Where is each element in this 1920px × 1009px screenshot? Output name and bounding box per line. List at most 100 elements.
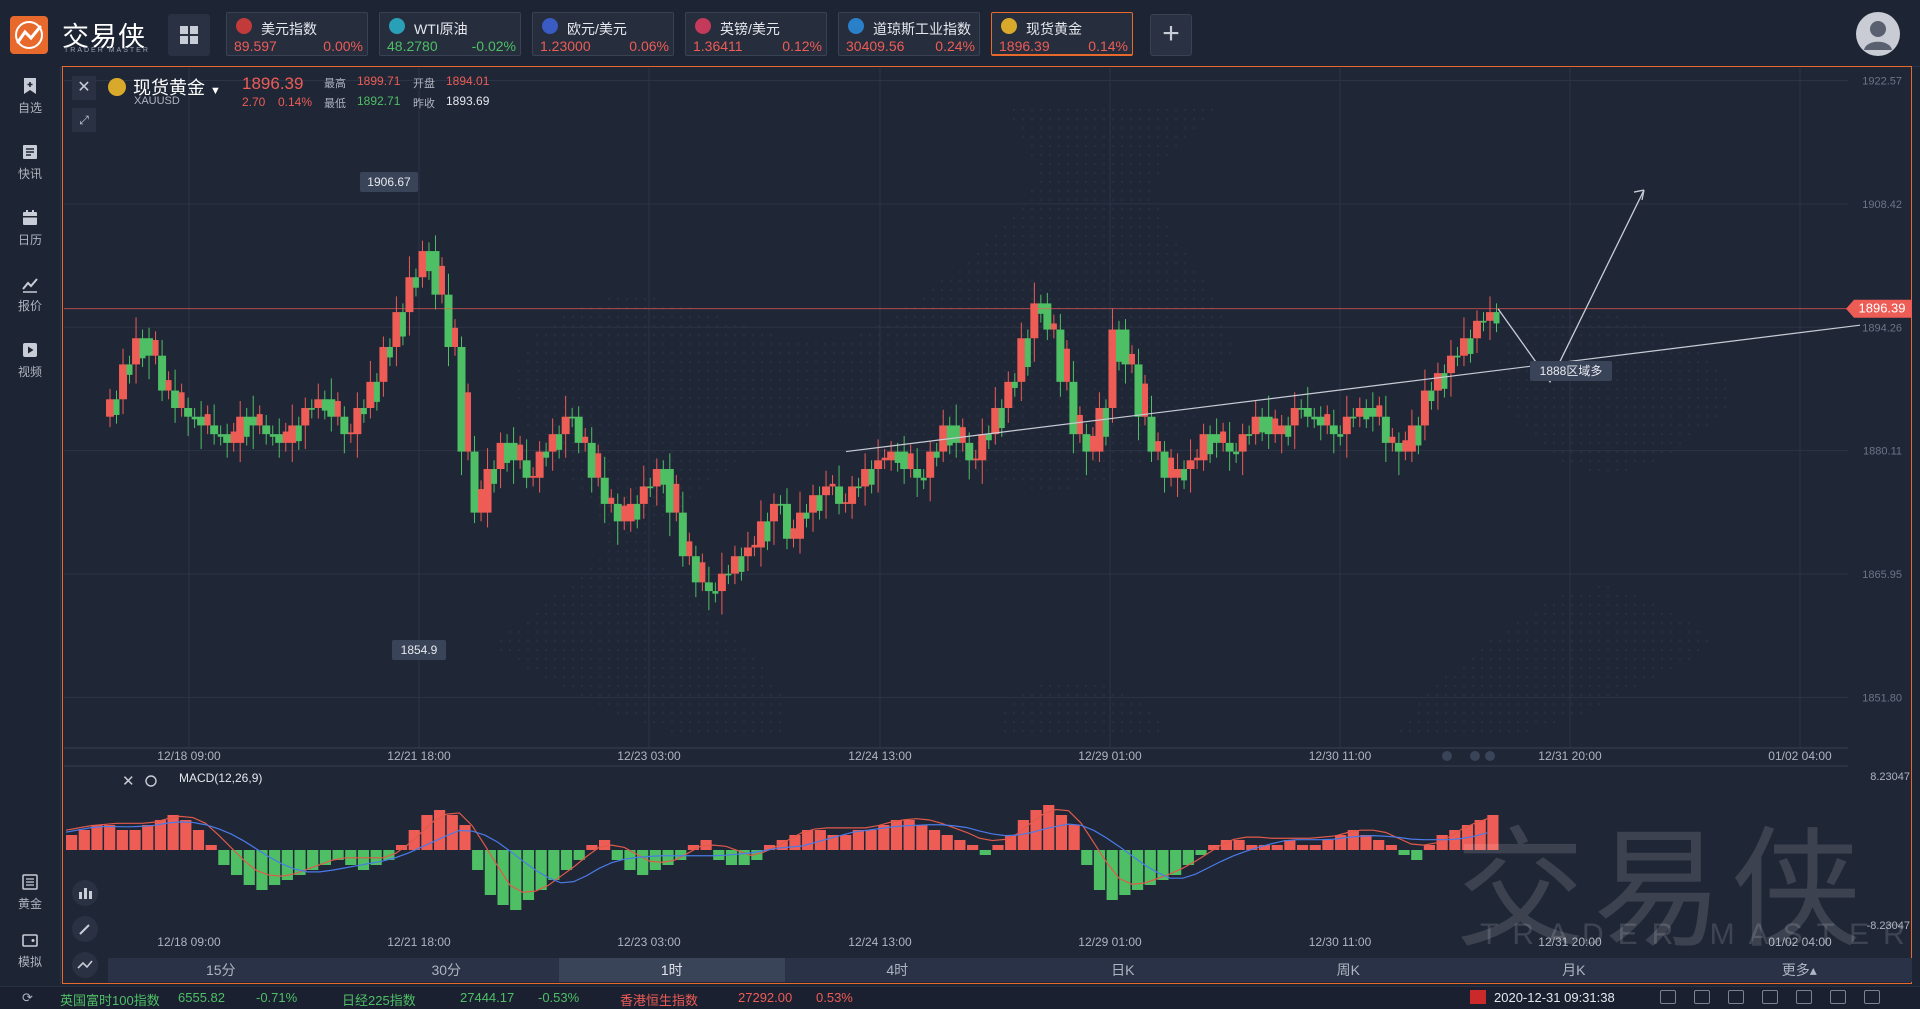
symbol-name[interactable]: 现货黄金 ▼	[133, 78, 221, 98]
indicator-gear-icon[interactable]	[145, 775, 157, 787]
ticker-price: 48.2780	[387, 38, 438, 54]
brand-name-en: TRADER MASTER	[64, 47, 150, 54]
period-tab[interactable]: 月K	[1562, 962, 1586, 978]
ticker-change: 0.06%	[629, 38, 669, 54]
candle	[1472, 310, 1487, 354]
app-logo[interactable]: 交易侠 TRADER MASTER	[10, 14, 160, 56]
sidebar-item[interactable]: 日历	[0, 198, 60, 254]
chevron-up-icon[interactable]	[1660, 990, 1676, 1004]
x-tick-label: 01/02 04:00	[1768, 749, 1832, 763]
gold-icon	[1001, 18, 1017, 34]
ticker-name: 美元指数	[261, 21, 317, 37]
period-tab[interactable]: 周K	[1336, 962, 1360, 978]
candle	[223, 422, 237, 458]
macd-bar	[1284, 840, 1296, 850]
sub-x-tick-label: 12/23 03:00	[617, 935, 681, 949]
zoom-icon[interactable]	[1830, 990, 1846, 1004]
refresh-icon[interactable]: ⟳	[22, 990, 33, 1005]
period-tab[interactable]: 15分	[205, 962, 236, 978]
period-tab[interactable]: 1时	[559, 958, 785, 982]
prev-close-label: 昨收	[413, 98, 435, 110]
oil-icon	[389, 18, 405, 34]
macd-bar	[332, 850, 344, 860]
scroll-dot[interactable]	[1442, 751, 1452, 761]
video-play-icon	[23, 343, 37, 357]
close-indicator-icon[interactable]: ✕	[122, 773, 135, 790]
sidebar-item[interactable]: 视频	[0, 330, 60, 386]
scroll-dot[interactable]	[1485, 751, 1495, 761]
ticker-name: 现货黄金	[1026, 21, 1082, 37]
macd-bar	[611, 850, 623, 860]
period-tab[interactable]: 日K	[1111, 962, 1135, 978]
candle	[1342, 395, 1357, 458]
dow-icon	[848, 18, 864, 34]
macd-bar	[1182, 850, 1194, 865]
period-tab[interactable]: 更多▴	[1781, 962, 1817, 978]
macd-bar	[1068, 825, 1080, 850]
ticker-change: 0.24%	[935, 38, 975, 54]
draw-tool-button[interactable]	[72, 916, 98, 942]
candle	[769, 493, 784, 545]
ticker-card[interactable]: 美元指数 89.597 0.00%	[226, 12, 368, 56]
ticker-card[interactable]: WTI原油 48.2780 -0.02%	[379, 12, 521, 56]
sidebar-item[interactable]: 报价	[0, 264, 60, 320]
ticker-card[interactable]: 欧元/美元 1.23000 0.06%	[532, 12, 674, 56]
indicator-settings-button[interactable]	[72, 952, 98, 978]
layout-grid-button[interactable]	[168, 14, 210, 56]
current-price-tag: 1896.39	[1846, 299, 1912, 318]
scroll-dot[interactable]	[1470, 751, 1480, 761]
expand-chart-button[interactable]: ⤢	[72, 108, 96, 132]
sidebar-item-label: 视频	[17, 365, 42, 379]
ticker-card[interactable]: 现货黄金 1896.39 0.14%	[991, 12, 1133, 56]
candle	[1251, 401, 1266, 445]
camera-icon[interactable]	[1762, 990, 1778, 1004]
sub-x-tick-label: 12/21 18:00	[387, 935, 451, 949]
simulate-icon	[22, 934, 38, 947]
add-ticker-button[interactable]: +	[1150, 14, 1192, 56]
ticker-change: -0.02%	[471, 38, 516, 54]
macd-bar	[1030, 810, 1042, 850]
candle	[184, 397, 198, 436]
sidebar-item-label: 自选	[17, 101, 42, 115]
close-chart-button[interactable]: ✕	[72, 76, 96, 100]
user-avatar[interactable]	[1856, 12, 1900, 56]
macd-bar	[446, 815, 458, 850]
mute-icon[interactable]	[1796, 990, 1812, 1004]
macd-bar	[560, 850, 573, 870]
status-index-name: 日经225指数	[342, 993, 416, 1008]
macd-bar	[954, 840, 966, 850]
ticker-price: 1.36411	[693, 38, 743, 54]
macd-bar	[383, 850, 395, 860]
ticker-card[interactable]: 英镑/美元 1.36411 0.12%	[685, 12, 827, 56]
macd-bar	[586, 845, 598, 850]
help-icon[interactable]	[1864, 990, 1880, 1004]
ticker-card[interactable]: 道琼斯工业指数 30409.56 0.24%	[838, 12, 980, 56]
candle	[1082, 423, 1096, 476]
sidebar-item[interactable]: 快讯	[0, 132, 60, 188]
sidebar-item[interactable]: 黄金	[0, 862, 60, 918]
macd-bar	[434, 810, 446, 850]
symbol-price: 1896.39	[242, 74, 304, 93]
macd-bar	[1373, 840, 1385, 850]
period-tab[interactable]: 30分	[431, 962, 462, 978]
high-value: 1899.71	[357, 74, 401, 88]
status-index-value: 27444.17	[460, 990, 515, 1005]
candle	[822, 470, 836, 519]
macd-bar	[357, 850, 370, 870]
candle	[132, 317, 146, 384]
period-tab[interactable]: 4时	[886, 962, 909, 978]
chart-panel[interactable]	[62, 66, 1912, 984]
macd-bar	[865, 830, 877, 850]
macd-bar	[192, 830, 205, 850]
candle	[913, 448, 927, 497]
share-icon[interactable]	[1694, 990, 1710, 1004]
sidebar-item[interactable]: 模拟	[0, 920, 60, 976]
sidebar-item[interactable]: 自选	[0, 66, 60, 122]
indicator-tool-button[interactable]	[72, 880, 98, 906]
candle	[392, 296, 406, 367]
brand-name: 交易侠	[62, 22, 146, 52]
candle	[717, 552, 732, 615]
chevron-down-icon[interactable]: ▼	[210, 85, 221, 97]
screenshot-icon[interactable]	[1728, 990, 1744, 1004]
